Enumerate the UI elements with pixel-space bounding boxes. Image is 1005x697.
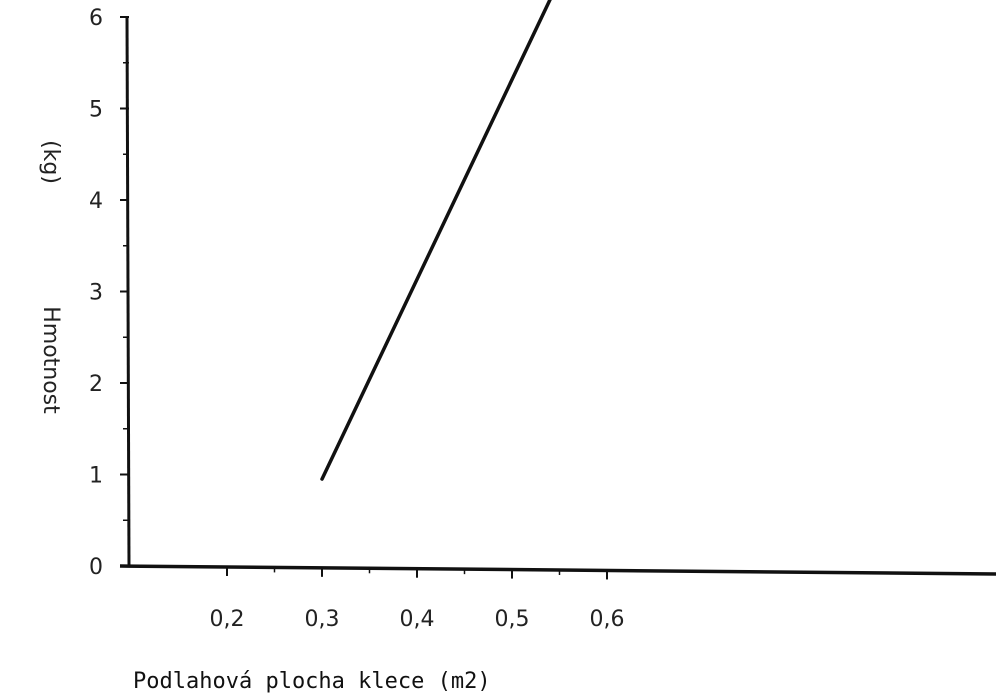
y-tick-label: 5 [89,98,103,123]
y-tick-label: 0 [89,555,103,580]
series [320,0,552,481]
series-line [320,0,552,481]
x-tick-label: 0,6 [590,607,625,632]
y-tick-label: 3 [89,281,103,306]
x-tick-label: 0,5 [495,607,530,632]
x-axis [119,564,997,576]
axes [119,15,997,576]
y-tick-label: 6 [89,6,103,31]
y-ticks: 0 1 2 3 4 5 6 [89,6,129,580]
y-axis-label: Hmotnost [38,306,63,414]
x-tick-label: 0,3 [305,607,340,632]
y-minor-ticks [123,62,129,521]
y-tick-label: 2 [89,372,103,397]
x-axis-label: Podlahová plocha klece (m2) [133,669,491,694]
x-tick-label: 0,4 [400,607,435,632]
x-ticks: 0,2 0,3 0,4 0,5 0,6 [210,566,625,632]
x-tick-label: 0,2 [210,607,245,632]
y-tick-label: 1 [89,464,103,489]
y-tick-label: 4 [89,189,103,214]
y-axis-unit-label: (kg) [38,140,63,184]
